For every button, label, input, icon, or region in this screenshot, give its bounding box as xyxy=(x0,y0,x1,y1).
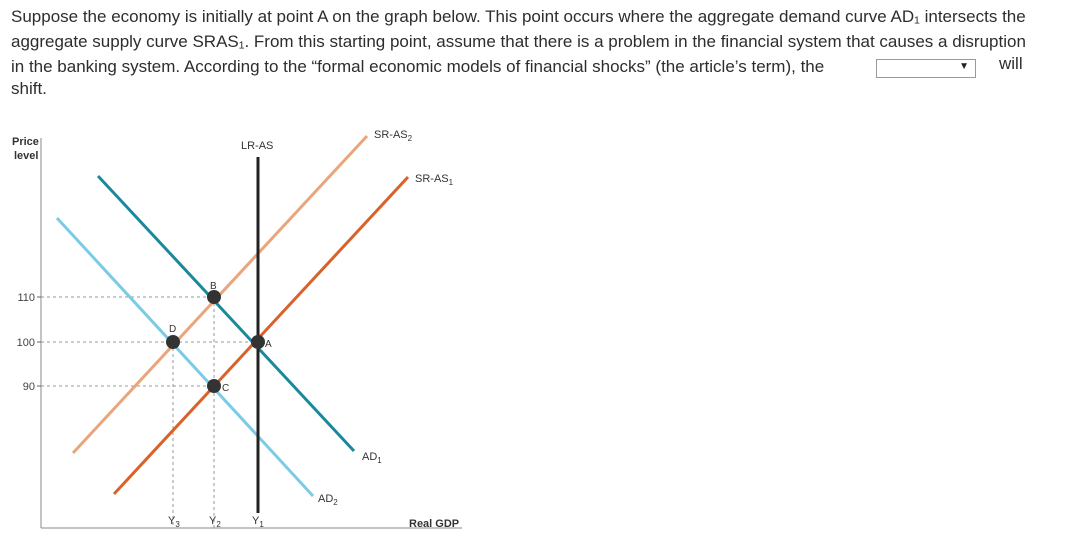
sras1-label-base: SR-AS xyxy=(415,173,449,185)
sras2-label-sub: 2 xyxy=(408,134,413,143)
y-axis-label-line1: Price xyxy=(12,136,39,148)
point-a xyxy=(251,335,265,349)
point-b-label: B xyxy=(210,281,217,292)
point-a-label: A xyxy=(265,339,272,350)
x-tick-y1: Y1 xyxy=(252,515,264,529)
point-d-label: D xyxy=(169,324,176,335)
ad1-label-sub: 1 xyxy=(377,456,382,465)
point-c-label: C xyxy=(222,383,229,394)
y-tick-label-100: 100 xyxy=(17,337,35,349)
x-tick-y2-base: Y xyxy=(209,515,217,527)
point-c xyxy=(207,379,221,393)
sras1-label-sub: 1 xyxy=(449,178,454,187)
y-axis-label-line2: level xyxy=(14,150,38,162)
question-line-3: in the banking system. According to the … xyxy=(11,57,825,76)
point-b xyxy=(207,290,221,304)
ad2-curve xyxy=(55,216,315,498)
x-tick-y3-base: Y xyxy=(168,515,176,527)
ad1-curve xyxy=(96,174,356,453)
dropdown-arrow-icon: ▼ xyxy=(959,61,969,72)
sras1-curve xyxy=(112,175,410,496)
y-tick-label-90: 90 xyxy=(23,381,35,393)
x-tick-y1-base: Y xyxy=(252,515,260,527)
point-d xyxy=(166,335,180,349)
x-tick-y3-sub: 3 xyxy=(175,520,180,529)
ad1-label: AD1 xyxy=(362,451,382,465)
sras1-label: SR-AS1 xyxy=(415,173,454,187)
ad2-label-base: AD xyxy=(318,493,333,505)
x-axis-label: Real GDP xyxy=(409,518,459,530)
answer-dropdown[interactable]: ▼ xyxy=(876,59,976,78)
sras2-label-base: SR-AS xyxy=(374,129,408,141)
question-shift-text: shift. xyxy=(11,79,47,98)
question-line-2: aggregate supply curve SRAS₁. From this … xyxy=(11,32,1026,51)
question-line-1: Suppose the economy is initially at poin… xyxy=(11,7,1026,26)
question-text: Suppose the economy is initially at poin… xyxy=(11,4,1063,79)
ad2-label-sub: 2 xyxy=(333,498,338,507)
ad1-label-base: AD xyxy=(362,451,377,463)
question-will-text: will xyxy=(999,54,1023,73)
x-tick-y2: Y2 xyxy=(209,515,221,529)
ad2-label: AD2 xyxy=(318,493,338,507)
lras-label: LR-AS xyxy=(241,140,273,152)
sras2-label: SR-AS2 xyxy=(374,129,413,143)
y-tick-label-110: 110 xyxy=(17,292,35,304)
x-tick-y3: Y3 xyxy=(168,515,180,529)
x-tick-y1-sub: 1 xyxy=(259,520,264,529)
x-tick-y2-sub: 2 xyxy=(216,520,221,529)
